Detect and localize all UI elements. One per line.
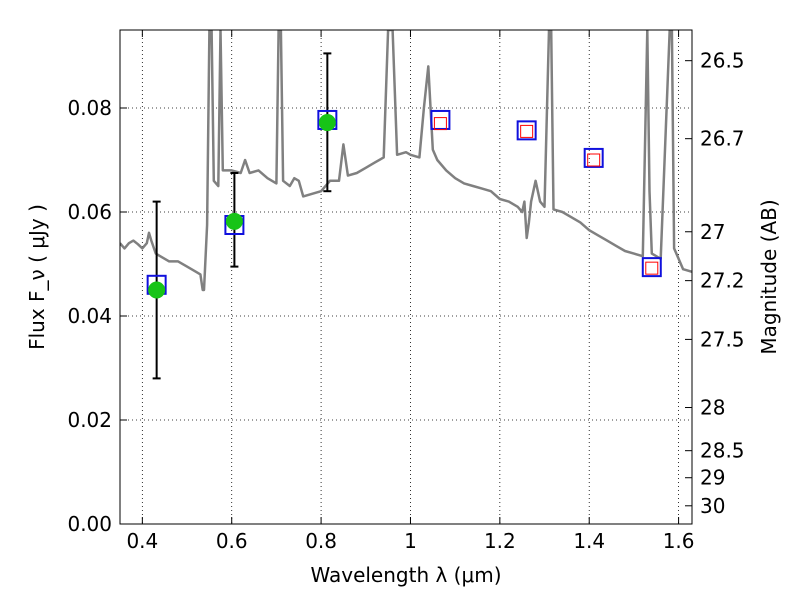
- x-tick-label: 1.2: [484, 529, 516, 553]
- x-tick-label: 0.4: [126, 529, 158, 553]
- right-tick-label: 26.7: [700, 127, 745, 151]
- right-tick-label: 26.5: [700, 49, 745, 73]
- upper-limit-point: [645, 261, 659, 275]
- right-tick-label: 29: [700, 466, 725, 490]
- right-tick-label: 28.5: [700, 439, 745, 463]
- model-point: [430, 109, 451, 130]
- x-tick-label: 1: [404, 529, 417, 553]
- upper-limit-point: [433, 117, 447, 131]
- x-tick-label: 0.8: [305, 529, 337, 553]
- x-tick-label: 1.4: [573, 529, 605, 553]
- x-tick-label: 0.6: [216, 529, 248, 553]
- right-tick-label: 28: [700, 396, 725, 420]
- observed-point: [148, 281, 166, 299]
- right-tick-label: 27.2: [700, 269, 745, 293]
- model-point: [516, 120, 537, 141]
- model-point: [641, 257, 662, 278]
- right-axis-title: Magnitude (AB): [757, 199, 781, 354]
- y-tick-label: 0.02: [67, 408, 112, 432]
- y-tick-label: 0.04: [67, 304, 112, 328]
- y-tick-label: 0.00: [67, 512, 112, 536]
- x-axis-title: Wavelength λ (μm): [310, 563, 501, 587]
- upper-limit-point: [587, 153, 601, 167]
- y-tick-label: 0.06: [67, 200, 112, 224]
- y-axis-title: Flux F_ν ( μJy ): [25, 204, 49, 350]
- x-axis: 0.4 0.6 0.8 1 1.2 1.4 1.6: [126, 30, 695, 553]
- spectrum-line: [120, 30, 692, 292]
- y-tick-label: 0.08: [67, 96, 112, 120]
- x-tick-label: 1.6: [663, 529, 695, 553]
- right-axis: 26.5 26.7 27 27.2 27.5 28 28.5 29 30: [685, 49, 745, 518]
- plot-frame: [119, 29, 693, 525]
- observed-point: [225, 212, 243, 230]
- model-point: [583, 147, 604, 168]
- observed-point: [318, 114, 336, 132]
- right-tick-label: 27: [700, 220, 725, 244]
- right-tick-label: 30: [700, 494, 725, 518]
- y-axis: 0.00 0.02 0.04 0.06 0.08: [67, 96, 127, 536]
- upper-limit-point: [520, 124, 534, 138]
- right-tick-label: 27.5: [700, 327, 745, 351]
- plot-area: [120, 30, 692, 380]
